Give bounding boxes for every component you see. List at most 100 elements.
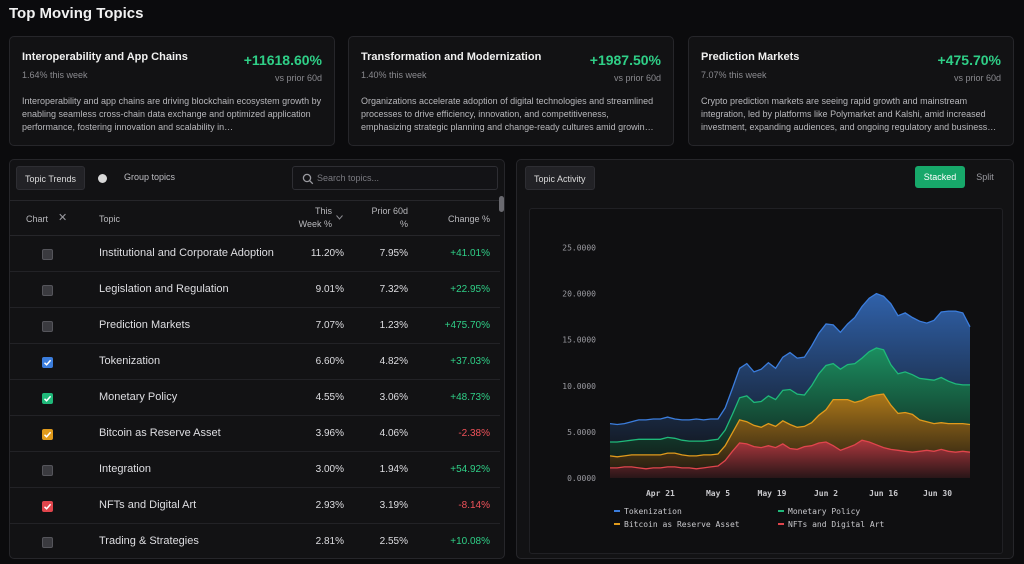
card-change: +475.70% bbox=[937, 52, 1001, 68]
this-week-value: 7.07% bbox=[315, 320, 344, 331]
card-week-share: 7.07% this week bbox=[701, 70, 767, 80]
sort-desc-icon[interactable] bbox=[336, 212, 343, 222]
card-week-share: 1.64% this week bbox=[22, 70, 88, 80]
topic-card[interactable]: Interoperability and App Chains 1.64% th… bbox=[9, 36, 335, 146]
chart-checkbox[interactable] bbox=[42, 465, 53, 476]
stacked-area-chart: 0.0000 5.0000 10.0000 15.0000 20.0000 25.0000… bbox=[562, 243, 971, 529]
topic-card[interactable]: Transformation and Modernization 1.40% t… bbox=[348, 36, 674, 146]
chart-checkbox[interactable] bbox=[42, 393, 53, 404]
chart-checkbox[interactable] bbox=[42, 537, 53, 548]
table-row[interactable]: Legislation and Regulation 9.01% 7.32% +22.… bbox=[10, 272, 500, 308]
check-icon bbox=[43, 431, 52, 438]
check-icon bbox=[43, 503, 52, 510]
topic-trends-tab[interactable]: Topic Trends bbox=[16, 166, 86, 190]
line-series-tokenization bbox=[609, 292, 971, 426]
prior-value: 4.06% bbox=[379, 428, 408, 439]
line-series-monetary-policy bbox=[609, 347, 970, 443]
topic-card[interactable]: Prediction Markets 7.07% this week +475.… bbox=[688, 36, 1014, 146]
prior-value: 7.32% bbox=[379, 284, 408, 295]
topic-name: Institutional and Corporate Adoption bbox=[99, 247, 274, 259]
group-topics-label: Group topics bbox=[124, 172, 176, 182]
group-topics-toggle[interactable] bbox=[98, 174, 107, 183]
column-header-change[interactable]: Change % bbox=[447, 214, 490, 224]
legend-label: Bitcoin as Reserve Asset bbox=[624, 520, 740, 529]
card-change: +11618.60% bbox=[243, 52, 322, 68]
this-week-value: 4.55% bbox=[315, 392, 344, 403]
change-value: +48.73% bbox=[450, 392, 490, 403]
y-tick-label: 15.0000 bbox=[562, 336, 596, 345]
y-tick-label: 5.0000 bbox=[567, 428, 596, 437]
card-description: Crypto prediction markets are seeing rap… bbox=[701, 96, 997, 132]
topic-name: Trading & Strategies bbox=[99, 535, 199, 547]
table-row[interactable]: Integration 3.00% 1.94% +54.92% bbox=[10, 452, 500, 488]
topic-name: NFTs and Digital Art bbox=[99, 499, 197, 511]
search-box[interactable] bbox=[292, 166, 498, 190]
topic-name: Integration bbox=[99, 463, 151, 475]
column-header-prior[interactable]: Prior 60d bbox=[371, 206, 408, 216]
prior-value: 7.95% bbox=[379, 248, 408, 259]
topic-activity-tab[interactable]: Topic Activity bbox=[525, 166, 595, 190]
change-value: +54.92% bbox=[450, 464, 490, 475]
prior-value: 2.55% bbox=[379, 536, 408, 547]
table-row[interactable]: Institutional and Corporate Adoption 11.2… bbox=[10, 236, 500, 272]
change-value: +10.08% bbox=[450, 536, 490, 547]
chart-checkbox[interactable] bbox=[42, 321, 53, 332]
this-week-value: 11.20% bbox=[310, 248, 344, 259]
topic-table-body: Institutional and Corporate Adoption 11.2… bbox=[10, 236, 500, 558]
activity-chart-area: 0.0000 5.0000 10.0000 15.0000 20.0000 25.0000… bbox=[529, 208, 1003, 554]
table-row[interactable]: Monetary Policy 4.55% 3.06% +48.73% bbox=[10, 380, 500, 416]
chart-checkbox[interactable] bbox=[42, 429, 53, 440]
prior-value: 3.19% bbox=[379, 500, 408, 511]
search-input[interactable] bbox=[317, 170, 487, 186]
check-icon bbox=[43, 359, 52, 366]
card-description: Organizations accelerate adoption of dig… bbox=[361, 96, 654, 132]
this-week-value: 2.81% bbox=[315, 536, 344, 547]
column-header-this-week[interactable]: This bbox=[315, 206, 332, 216]
this-week-value: 3.00% bbox=[315, 464, 344, 475]
chart-checkbox[interactable] bbox=[42, 249, 53, 260]
prior-value: 4.82% bbox=[379, 356, 408, 367]
card-description: Interoperability and app chains are driv… bbox=[22, 96, 322, 132]
table-row[interactable]: Tokenization 6.60% 4.82% +37.03% bbox=[10, 344, 500, 380]
table-row[interactable]: NFTs and Digital Art 2.93% 3.19% -8.14% bbox=[10, 488, 500, 524]
prior-value: 3.06% bbox=[379, 392, 408, 403]
x-tick-label: Jun 2 bbox=[814, 489, 838, 498]
stacked-button[interactable]: Stacked bbox=[915, 166, 965, 188]
clear-chart-icon[interactable]: ✕ bbox=[58, 212, 68, 224]
this-week-value: 6.60% bbox=[315, 356, 344, 367]
chart-checkbox[interactable] bbox=[42, 501, 53, 512]
table-row[interactable]: Trading & Strategies 2.81% 2.55% +10.08% bbox=[10, 524, 500, 558]
table-row[interactable]: Bitcoin as Reserve Asset 3.96% 4.06% -2.38% bbox=[10, 416, 500, 452]
this-week-value: 3.96% bbox=[315, 428, 344, 439]
card-week-share: 1.40% this week bbox=[361, 70, 427, 80]
table-scrollbar[interactable] bbox=[499, 196, 504, 212]
change-value: -2.38% bbox=[458, 428, 490, 439]
card-prior-label: vs prior 60d bbox=[274, 73, 322, 83]
topic-activity-panel: Topic Activity Stacked Split 0.0000 5.000… bbox=[516, 159, 1014, 559]
split-button[interactable]: Split bbox=[976, 172, 994, 182]
card-prior-label: vs prior 60d bbox=[953, 73, 1001, 83]
check-icon bbox=[43, 395, 52, 402]
this-week-value: 2.93% bbox=[315, 500, 344, 511]
column-header-prior-line2: % bbox=[399, 219, 408, 229]
chart-checkbox[interactable] bbox=[42, 285, 53, 296]
column-header-chart[interactable]: Chart bbox=[26, 214, 49, 224]
column-header-this-week-line2: Week % bbox=[298, 219, 332, 229]
topic-name: Legislation and Regulation bbox=[99, 283, 229, 295]
table-header: Chart ✕ Topic This Week % Prior 60d % Ch… bbox=[10, 200, 500, 236]
change-value: +37.03% bbox=[450, 356, 490, 367]
chart-checkbox[interactable] bbox=[42, 357, 53, 368]
change-value: +41.01% bbox=[450, 248, 490, 259]
topic-name: Monetary Policy bbox=[99, 391, 178, 403]
card-title: Prediction Markets bbox=[701, 51, 800, 63]
change-value: +22.95% bbox=[450, 284, 490, 295]
area-series-monetary-policy bbox=[610, 348, 970, 457]
topic-name: Prediction Markets bbox=[99, 319, 191, 331]
area-series-bitcoin-as-reserve-asset bbox=[610, 394, 970, 469]
table-row[interactable]: Prediction Markets 7.07% 1.23% +475.70% bbox=[10, 308, 500, 344]
column-header-topic[interactable]: Topic bbox=[99, 214, 121, 224]
y-tick-label: 25.0000 bbox=[562, 243, 596, 252]
line-series-bitcoin-as-reserve-asset bbox=[609, 393, 971, 458]
area-series-tokenization bbox=[610, 293, 970, 442]
prior-value: 1.23% bbox=[379, 320, 408, 331]
